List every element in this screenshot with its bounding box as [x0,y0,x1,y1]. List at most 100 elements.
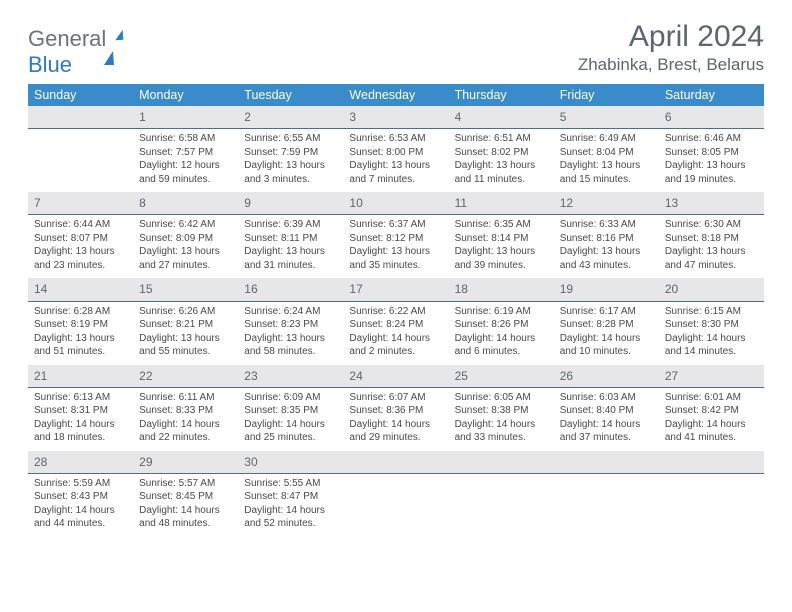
sunrise-text: Sunrise: 6:09 AM [244,391,337,405]
daylight-text: and 35 minutes. [349,259,442,273]
sunset-text: Sunset: 8:04 PM [560,146,653,160]
calendar-row: 1Sunrise: 6:58 AMSunset: 7:57 PMDaylight… [28,106,764,192]
calendar-row: 14Sunrise: 6:28 AMSunset: 8:19 PMDayligh… [28,278,764,364]
daylight-text: Daylight: 14 hours [665,332,758,346]
calendar-row: 28Sunrise: 5:59 AMSunset: 8:43 PMDayligh… [28,451,764,537]
day-number [659,451,764,474]
calendar-cell: 8Sunrise: 6:42 AMSunset: 8:09 PMDaylight… [133,192,238,278]
sunrise-text: Sunrise: 6:03 AM [560,391,653,405]
calendar-cell: 21Sunrise: 6:13 AMSunset: 8:31 PMDayligh… [28,365,133,451]
calendar-cell: 14Sunrise: 6:28 AMSunset: 8:19 PMDayligh… [28,278,133,364]
sunrise-text: Sunrise: 6:11 AM [139,391,232,405]
calendar-cell: 13 Sunrise: 6:30 AMSunset: 8:18 PMDayligh… [659,192,764,278]
calendar-cell [659,451,764,537]
daylight-text: and 51 minutes. [34,345,127,359]
sunset-text: Sunset: 8:23 PM [244,318,337,332]
daylight-text: and 44 minutes. [34,517,127,531]
sunrise-text: Sunrise: 5:55 AM [244,477,337,491]
weekday-header: Tuesday [238,84,343,106]
calendar-cell: 24Sunrise: 6:07 AMSunset: 8:36 PMDayligh… [343,365,448,451]
calendar-cell: 15Sunrise: 6:26 AMSunset: 8:21 PMDayligh… [133,278,238,364]
daylight-text: and 27 minutes. [139,259,232,273]
daylight-text: Daylight: 13 hours [244,245,337,259]
day-number: 9 [238,192,343,215]
sunrise-text: Sunrise: 6:37 AM [349,218,442,232]
day-number: 12 [554,192,659,215]
calendar-cell: 23Sunrise: 6:09 AMSunset: 8:35 PMDayligh… [238,365,343,451]
daylight-text: and 25 minutes. [244,431,337,445]
logo: General Blue [28,26,114,78]
sunrise-text: Sunrise: 6:51 AM [455,132,548,146]
daylight-text: and 6 minutes. [455,345,548,359]
daylight-text: Daylight: 14 hours [34,418,127,432]
calendar-cell: 18Sunrise: 6:19 AMSunset: 8:26 PMDayligh… [449,278,554,364]
calendar-body: 1Sunrise: 6:58 AMSunset: 7:57 PMDaylight… [28,106,764,537]
day-number: 8 [133,192,238,215]
daylight-text: and 52 minutes. [244,517,337,531]
day-number [343,451,448,474]
logo-word2: Blue [28,52,72,77]
calendar-cell: 4Sunrise: 6:51 AMSunset: 8:02 PMDaylight… [449,106,554,192]
sunset-text: Sunset: 8:16 PM [560,232,653,246]
daylight-text: Daylight: 13 hours [560,159,653,173]
weekday-header: Friday [554,84,659,106]
daylight-text: Daylight: 13 hours [455,245,548,259]
daylight-text: and 37 minutes. [560,431,653,445]
sunrise-text: Sunrise: 6:46 AM [665,132,758,146]
sunrise-text: Sunrise: 6:30 AM [665,218,758,232]
sunset-text: Sunset: 8:43 PM [34,490,127,504]
calendar-page: General Blue April 2024 Zhabinka, Brest,… [0,0,792,612]
month-title: April 2024 [578,20,764,53]
sunset-text: Sunset: 8:18 PM [665,232,758,246]
sunset-text: Sunset: 8:28 PM [560,318,653,332]
sunrise-text: Sunrise: 6:22 AM [349,305,442,319]
day-number: 26 [554,365,659,388]
daylight-text: and 10 minutes. [560,345,653,359]
daylight-text: and 22 minutes. [139,431,232,445]
daylight-text: Daylight: 13 hours [349,245,442,259]
daylight-text: Daylight: 13 hours [139,332,232,346]
calendar-cell: 20Sunrise: 6:15 AMSunset: 8:30 PMDayligh… [659,278,764,364]
day-number: 29 [133,451,238,474]
day-number: 6 [659,106,764,129]
sunset-text: Sunset: 8:21 PM [139,318,232,332]
calendar-row: 21Sunrise: 6:13 AMSunset: 8:31 PMDayligh… [28,365,764,451]
calendar-cell: 6Sunrise: 6:46 AMSunset: 8:05 PMDaylight… [659,106,764,192]
calendar-cell: 11Sunrise: 6:35 AMSunset: 8:14 PMDayligh… [449,192,554,278]
sunrise-text: Sunrise: 6:15 AM [665,305,758,319]
sunset-text: Sunset: 8:31 PM [34,404,127,418]
calendar-cell: 12Sunrise: 6:33 AMSunset: 8:16 PMDayligh… [554,192,659,278]
sunset-text: Sunset: 7:57 PM [139,146,232,160]
day-number: 14 [28,278,133,301]
sunrise-text: Sunrise: 6:35 AM [455,218,548,232]
day-number: 22 [133,365,238,388]
sunrise-text: Sunrise: 6:13 AM [34,391,127,405]
daylight-text: Daylight: 14 hours [560,332,653,346]
day-number: 27 [659,365,764,388]
daylight-text: Daylight: 13 hours [560,245,653,259]
calendar-cell: 19Sunrise: 6:17 AMSunset: 8:28 PMDayligh… [554,278,659,364]
calendar-cell: 1Sunrise: 6:58 AMSunset: 7:57 PMDaylight… [133,106,238,192]
daylight-text: Daylight: 14 hours [139,504,232,518]
header-row: General Blue April 2024 Zhabinka, Brest,… [28,20,764,78]
day-number: 7 [28,192,133,215]
location: Zhabinka, Brest, Belarus [578,55,764,75]
day-number: 30 [238,451,343,474]
daylight-text: and 58 minutes. [244,345,337,359]
daylight-text: and 55 minutes. [139,345,232,359]
calendar-cell: 25Sunrise: 6:05 AMSunset: 8:38 PMDayligh… [449,365,554,451]
day-number: 25 [449,365,554,388]
daylight-text: Daylight: 14 hours [455,332,548,346]
daylight-text: Daylight: 14 hours [665,418,758,432]
sunset-text: Sunset: 8:02 PM [455,146,548,160]
sunrise-text: Sunrise: 6:55 AM [244,132,337,146]
day-number: 18 [449,278,554,301]
sunset-text: Sunset: 8:12 PM [349,232,442,246]
sunrise-text: Sunrise: 6:17 AM [560,305,653,319]
day-number: 13 [659,192,764,215]
sunrise-text: Sunrise: 5:57 AM [139,477,232,491]
daylight-text: Daylight: 14 hours [139,418,232,432]
daylight-text: Daylight: 13 hours [665,245,758,259]
daylight-text: and 2 minutes. [349,345,442,359]
weekday-header: Monday [133,84,238,106]
